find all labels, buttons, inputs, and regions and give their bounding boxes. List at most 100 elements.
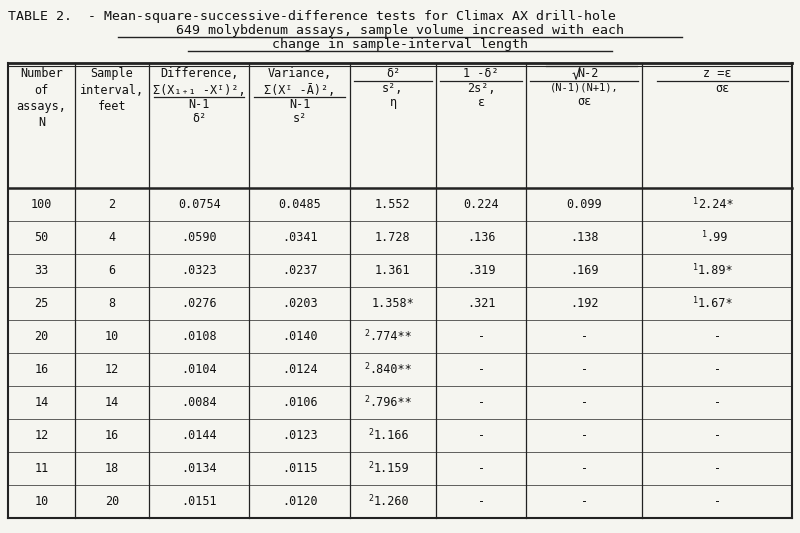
Text: 8: 8 — [108, 297, 115, 310]
Text: -: - — [581, 429, 588, 442]
Text: 18: 18 — [105, 462, 119, 475]
Text: Number
of
assays,
N: Number of assays, N — [16, 67, 66, 130]
Text: 10: 10 — [34, 495, 49, 508]
Text: .0144: .0144 — [182, 429, 217, 442]
Text: -: - — [581, 330, 588, 343]
Text: 1: 1 — [693, 197, 698, 206]
Text: 2: 2 — [364, 395, 369, 404]
Text: -: - — [478, 396, 485, 409]
Text: (N-1)(N+1),: (N-1)(N+1), — [550, 82, 618, 92]
Text: 50: 50 — [34, 231, 49, 244]
Text: Variance,
Σ(Xᴵ -Ā)²,: Variance, Σ(Xᴵ -Ā)², — [264, 67, 335, 96]
Text: -: - — [581, 495, 588, 508]
Text: .774**: .774** — [369, 330, 412, 343]
Text: .319: .319 — [467, 264, 495, 277]
Text: .796**: .796** — [369, 396, 412, 409]
Text: -: - — [581, 363, 588, 376]
Text: N-1: N-1 — [189, 98, 210, 111]
Text: 1.260: 1.260 — [374, 495, 409, 508]
Text: .321: .321 — [467, 297, 495, 310]
Text: .0140: .0140 — [282, 330, 318, 343]
Text: 1 -δ²: 1 -δ² — [463, 67, 499, 80]
Text: 2: 2 — [364, 362, 369, 371]
Text: .0237: .0237 — [282, 264, 318, 277]
Text: -: - — [478, 330, 485, 343]
Text: N-2: N-2 — [578, 67, 599, 80]
Text: -: - — [714, 330, 721, 343]
Text: s²: s² — [293, 112, 306, 125]
Text: -: - — [714, 396, 721, 409]
Text: -: - — [478, 462, 485, 475]
Text: .840**: .840** — [369, 363, 412, 376]
Text: 2: 2 — [369, 494, 374, 503]
Text: 4: 4 — [108, 231, 115, 244]
Text: .0123: .0123 — [282, 429, 318, 442]
Text: 1.358*: 1.358* — [371, 297, 414, 310]
Text: 16: 16 — [34, 363, 49, 376]
Text: 1.166: 1.166 — [374, 429, 409, 442]
Text: .0134: .0134 — [182, 462, 217, 475]
Text: -: - — [478, 495, 485, 508]
Text: .0084: .0084 — [182, 396, 217, 409]
Text: 1: 1 — [693, 263, 698, 272]
Text: N-1: N-1 — [289, 98, 310, 111]
Text: 1.67*: 1.67* — [698, 297, 734, 310]
Text: .0120: .0120 — [282, 495, 318, 508]
Text: 2: 2 — [369, 461, 374, 470]
Text: s²,: s², — [382, 82, 404, 95]
Text: 1: 1 — [693, 296, 698, 305]
Text: .0124: .0124 — [282, 363, 318, 376]
Text: δ²: δ² — [192, 112, 206, 125]
Text: change in sample-interval length: change in sample-interval length — [272, 38, 528, 51]
Text: 10: 10 — [105, 330, 119, 343]
Text: .0203: .0203 — [282, 297, 318, 310]
Text: 2s²,: 2s², — [467, 82, 495, 95]
Text: 12: 12 — [105, 363, 119, 376]
Text: 649 molybdenum assays, sample volume increased with each: 649 molybdenum assays, sample volume inc… — [176, 24, 624, 37]
Text: 1.552: 1.552 — [375, 198, 410, 211]
Text: 20: 20 — [34, 330, 49, 343]
Text: -: - — [714, 429, 721, 442]
Text: 11: 11 — [34, 462, 49, 475]
Text: 14: 14 — [34, 396, 49, 409]
Text: 12: 12 — [34, 429, 49, 442]
Text: -: - — [581, 396, 588, 409]
Text: .136: .136 — [467, 231, 495, 244]
Text: η: η — [390, 96, 397, 109]
Text: -: - — [714, 462, 721, 475]
Text: 1.89*: 1.89* — [698, 264, 734, 277]
Text: 2: 2 — [108, 198, 115, 211]
Text: .0108: .0108 — [182, 330, 217, 343]
Text: 1: 1 — [702, 230, 706, 239]
Text: .169: .169 — [570, 264, 598, 277]
Text: TABLE 2.  - Mean-square-successive-difference tests for Climax AX drill-hole: TABLE 2. - Mean-square-successive-differ… — [8, 10, 616, 23]
Text: z =ε: z =ε — [703, 67, 731, 80]
Text: .0115: .0115 — [282, 462, 318, 475]
Text: 0.224: 0.224 — [463, 198, 499, 211]
Text: .0151: .0151 — [182, 495, 217, 508]
Text: .138: .138 — [570, 231, 598, 244]
Text: 16: 16 — [105, 429, 119, 442]
Text: .99: .99 — [706, 231, 728, 244]
Text: Difference,
Σ(X₁₊₁ -Xᴵ)²,: Difference, Σ(X₁₊₁ -Xᴵ)², — [153, 67, 246, 96]
Text: 33: 33 — [34, 264, 49, 277]
Text: .0323: .0323 — [182, 264, 217, 277]
Text: -: - — [478, 429, 485, 442]
Text: 1.361: 1.361 — [375, 264, 410, 277]
Text: -: - — [714, 495, 721, 508]
Text: 0.0754: 0.0754 — [178, 198, 221, 211]
Text: 0.0485: 0.0485 — [278, 198, 321, 211]
Text: 2: 2 — [364, 329, 369, 338]
Text: 1.728: 1.728 — [375, 231, 410, 244]
Text: .0104: .0104 — [182, 363, 217, 376]
Text: δ²: δ² — [386, 67, 400, 80]
Text: -: - — [714, 363, 721, 376]
Text: .0106: .0106 — [282, 396, 318, 409]
Text: 0.099: 0.099 — [566, 198, 602, 211]
Text: -: - — [478, 363, 485, 376]
Text: ε: ε — [478, 96, 485, 109]
Text: 2.24*: 2.24* — [698, 198, 734, 211]
Text: .0341: .0341 — [282, 231, 318, 244]
Text: σε: σε — [715, 82, 730, 95]
Text: 20: 20 — [105, 495, 119, 508]
